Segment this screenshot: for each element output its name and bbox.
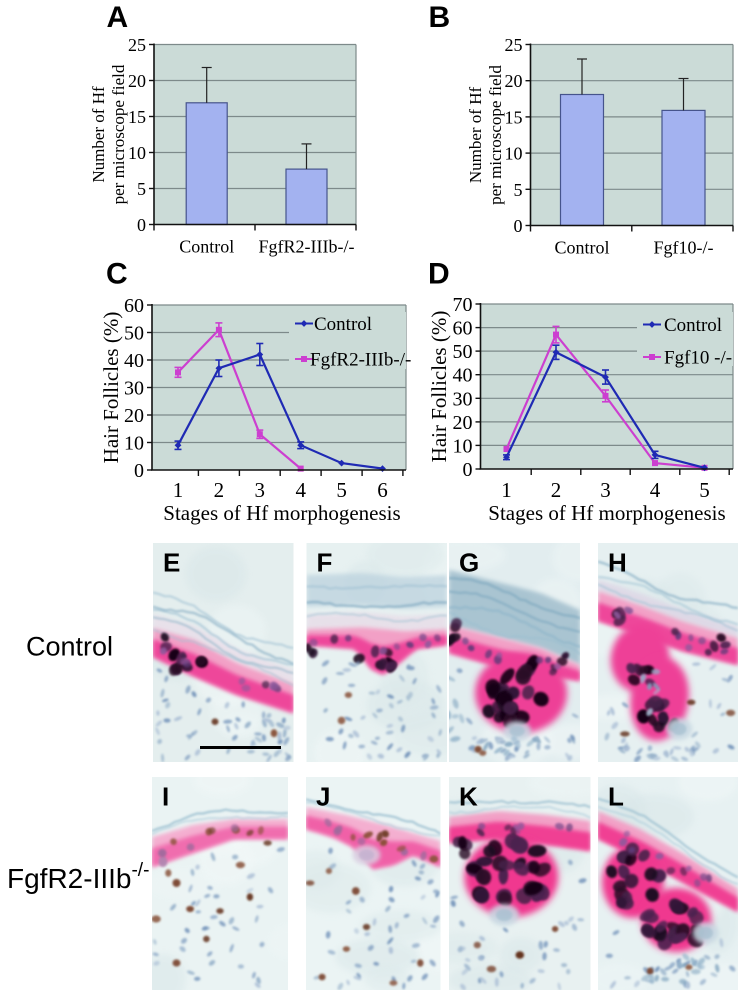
svg-text:60: 60	[453, 318, 473, 340]
svg-text:15: 15	[505, 107, 523, 127]
svg-text:5: 5	[699, 478, 710, 502]
svg-text:5: 5	[336, 478, 347, 502]
svg-text:60: 60	[124, 295, 144, 317]
svg-text:FgfR2-IIIb-/-: FgfR2-IIIb-/-	[259, 237, 355, 257]
svg-text:25: 25	[505, 35, 523, 55]
svg-text:Stages of Hf morphogenesis: Stages of Hf morphogenesis	[163, 501, 400, 525]
svg-text:Control: Control	[314, 314, 372, 335]
svg-text:40: 40	[124, 350, 144, 372]
svg-text:1: 1	[173, 478, 184, 502]
svg-text:Number of Hf: Number of Hf	[89, 86, 108, 183]
svg-text:15: 15	[128, 107, 146, 127]
svg-text:2: 2	[214, 478, 225, 502]
svg-text:Stages of Hf morphogenesis: Stages of Hf morphogenesis	[488, 501, 725, 525]
svg-text:per microscope field: per microscope field	[486, 65, 505, 205]
svg-text:per microscope field: per microscope field	[109, 64, 128, 204]
svg-text:L: L	[608, 782, 624, 812]
svg-text:20: 20	[124, 405, 144, 427]
svg-text:0: 0	[514, 216, 523, 236]
svg-text:20: 20	[128, 71, 146, 91]
svg-text:K: K	[459, 782, 478, 812]
svg-text:Hair Follicles (%): Hair Follicles (%)	[427, 311, 451, 463]
svg-text:5: 5	[514, 180, 523, 200]
svg-text:20: 20	[505, 71, 523, 91]
svg-text:H: H	[608, 548, 627, 578]
svg-text:30: 30	[124, 378, 144, 400]
svg-text:G: G	[459, 548, 479, 578]
svg-text:2: 2	[551, 478, 562, 502]
svg-text:1: 1	[501, 478, 512, 502]
svg-text:J: J	[316, 782, 330, 812]
svg-text:I: I	[162, 782, 169, 812]
svg-text:70: 70	[453, 294, 473, 316]
svg-text:FgfR2-IIIb-/-: FgfR2-IIIb-/-	[7, 860, 149, 894]
svg-text:A: A	[107, 1, 129, 34]
svg-text:D: D	[428, 258, 450, 291]
svg-text:3: 3	[255, 478, 266, 502]
svg-text:10: 10	[505, 144, 523, 164]
svg-text:20: 20	[453, 412, 473, 434]
svg-text:50: 50	[124, 323, 144, 345]
svg-text:40: 40	[453, 365, 473, 387]
svg-text:0: 0	[134, 460, 144, 482]
svg-text:4: 4	[650, 478, 661, 502]
svg-text:0: 0	[137, 215, 146, 235]
svg-text:Fgf10 -/-: Fgf10 -/-	[664, 348, 732, 369]
svg-text:Control: Control	[664, 315, 722, 336]
svg-text:0: 0	[463, 459, 473, 481]
svg-text:10: 10	[453, 435, 473, 457]
svg-text:5: 5	[137, 179, 146, 199]
svg-text:B: B	[429, 1, 451, 34]
svg-text:F: F	[317, 548, 333, 578]
svg-text:10: 10	[128, 143, 146, 163]
svg-text:4: 4	[295, 478, 306, 502]
svg-text:Number of Hf: Number of Hf	[466, 87, 485, 184]
svg-text:50: 50	[453, 341, 473, 363]
svg-text:3: 3	[600, 478, 611, 502]
svg-text:C: C	[106, 258, 128, 291]
svg-text:Hair Follicles (%): Hair Follicles (%)	[99, 312, 123, 464]
svg-text:30: 30	[453, 388, 473, 410]
svg-text:FgfR2-IIIb-/-: FgfR2-IIIb-/-	[310, 350, 411, 371]
svg-text:Control: Control	[26, 632, 113, 662]
svg-text:Fgf10-/-: Fgf10-/-	[654, 238, 714, 258]
svg-text:E: E	[163, 548, 180, 578]
svg-text:Control: Control	[179, 237, 234, 257]
svg-text:Control: Control	[554, 238, 609, 258]
svg-text:25: 25	[128, 35, 146, 55]
svg-text:10: 10	[124, 433, 144, 455]
svg-text:6: 6	[377, 478, 388, 502]
